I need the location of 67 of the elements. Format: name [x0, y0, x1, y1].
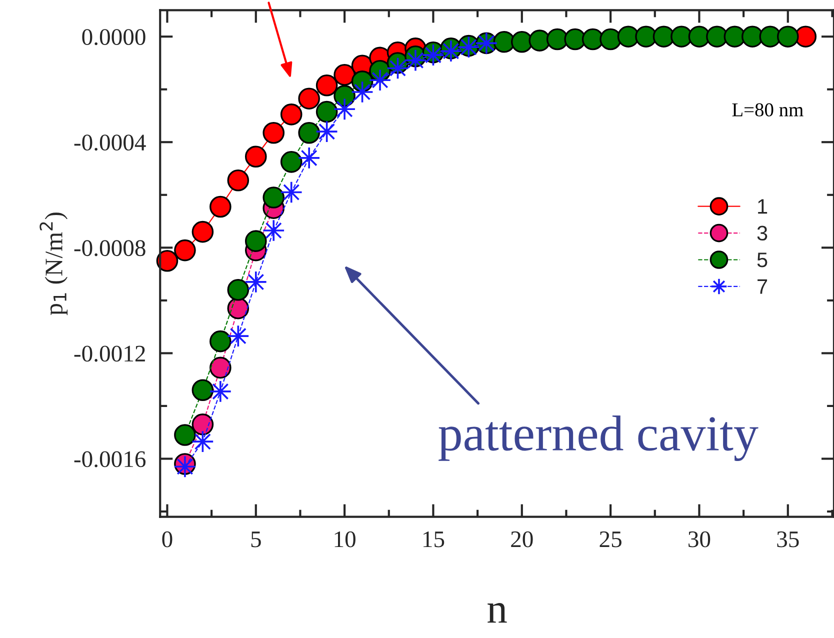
x-axis-title: n — [488, 603, 507, 623]
point — [510, 30, 533, 53]
point — [298, 122, 320, 144]
legend-label: 5 — [757, 252, 768, 268]
point — [333, 98, 356, 120]
point — [227, 278, 250, 301]
point — [192, 220, 214, 243]
point — [262, 122, 285, 144]
point — [192, 414, 214, 436]
point — [316, 100, 338, 123]
legend-label: 7 — [758, 279, 768, 294]
y-tick-label: 0.0000 — [82, 29, 146, 46]
point — [298, 88, 320, 110]
y-tick-label: -0.0016 — [74, 451, 146, 468]
annotation: patterned cavity — [438, 416, 758, 462]
point — [688, 26, 710, 48]
point — [191, 430, 214, 453]
point — [210, 330, 232, 352]
y-tick-label: -0.0004 — [74, 134, 146, 151]
point — [192, 379, 214, 402]
point — [528, 30, 551, 52]
point — [742, 26, 764, 48]
point — [156, 250, 178, 272]
point — [316, 74, 338, 96]
point — [210, 196, 232, 218]
point — [316, 120, 338, 143]
y-tick-label: -0.0008 — [74, 240, 146, 256]
point — [244, 270, 268, 294]
point — [262, 219, 285, 242]
point — [174, 239, 196, 262]
point — [546, 28, 568, 50]
point — [776, 26, 799, 48]
point — [244, 230, 267, 252]
point — [280, 104, 302, 126]
x-tick-label: 10 — [334, 531, 356, 548]
point — [174, 424, 196, 446]
point — [600, 28, 622, 50]
x-tick-label: 25 — [600, 531, 622, 548]
point — [670, 26, 692, 48]
point — [210, 356, 232, 379]
point — [564, 28, 586, 50]
y-tick-label: -0.0012 — [74, 346, 145, 362]
legend-label: 3 — [757, 226, 768, 241]
point — [334, 64, 356, 86]
point — [617, 26, 640, 48]
point — [582, 28, 604, 50]
point — [244, 146, 267, 168]
point — [368, 68, 392, 92]
point — [794, 26, 817, 48]
annotation: L=80 nm — [732, 103, 804, 116]
y-axis-title: p$_{1}$ (N/m$^{2}$) — [40, 212, 68, 316]
point — [227, 169, 250, 192]
x-tick-label: 20 — [511, 531, 533, 548]
point — [298, 146, 320, 170]
x-tick-label: 0 — [162, 531, 172, 548]
x-tick-label: 15 — [423, 531, 444, 548]
point — [724, 26, 746, 48]
point — [635, 26, 657, 48]
legend-label: 1 — [758, 199, 768, 214]
point — [652, 26, 675, 48]
x-tick-label: 5 — [251, 532, 261, 548]
point — [209, 380, 232, 403]
point — [280, 151, 302, 173]
x-tick-label: 35 — [777, 531, 799, 548]
point — [706, 26, 728, 48]
x-tick-label: 30 — [688, 531, 710, 548]
point — [262, 186, 285, 208]
